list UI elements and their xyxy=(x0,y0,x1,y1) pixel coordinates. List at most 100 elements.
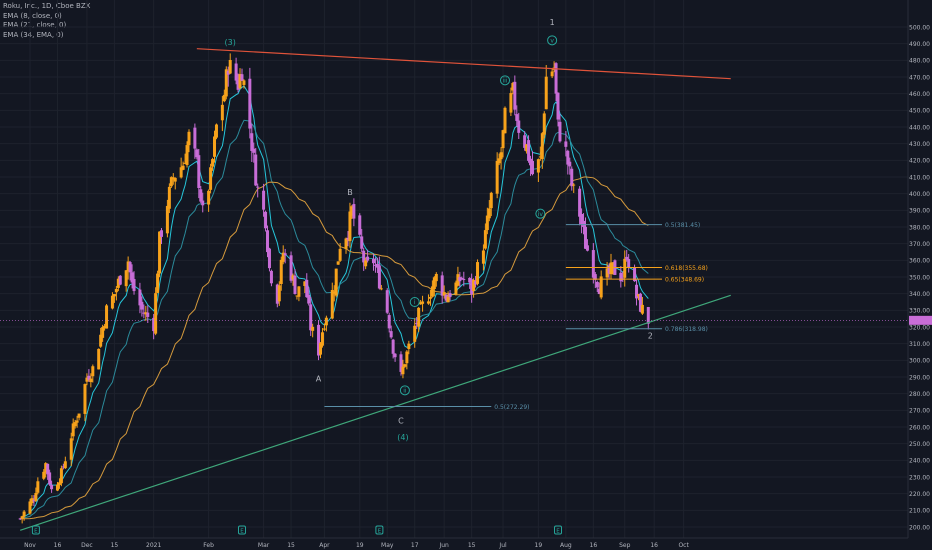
candle-body xyxy=(585,245,589,251)
price-tick: 250.00 xyxy=(909,441,930,448)
earnings-marker-label: E xyxy=(240,528,244,534)
time-tick: Feb xyxy=(203,542,214,549)
candle-body xyxy=(283,253,287,256)
candle-body xyxy=(116,278,120,288)
candle-body xyxy=(605,268,609,278)
price-tick: 300.00 xyxy=(909,358,930,365)
legend-title: Roku, Inc., 1D, Cboe BZX xyxy=(3,2,91,10)
candle-body xyxy=(83,384,87,414)
candle-body xyxy=(593,274,597,280)
candle-body xyxy=(85,377,89,382)
candle-body xyxy=(566,150,570,165)
fib-label: 0.786(318.98) xyxy=(665,326,708,333)
wave-label: 1 xyxy=(550,18,555,27)
candle-body xyxy=(142,312,146,314)
candle-body xyxy=(503,107,507,134)
legend-ema-21: EMA (21, close, 0) xyxy=(3,21,67,29)
candle-body xyxy=(550,71,554,77)
candle-body xyxy=(591,250,595,278)
candle-body xyxy=(55,484,59,491)
earnings-marker-label: E xyxy=(556,528,560,534)
candle-body xyxy=(128,262,132,273)
fib-label: 0.5(272.29) xyxy=(494,404,529,411)
candle-body xyxy=(99,334,103,347)
candle-body xyxy=(428,297,432,299)
candle-body xyxy=(358,215,362,235)
candle-body xyxy=(578,188,582,217)
price-tick: 310.00 xyxy=(909,341,930,348)
time-tick: 16 xyxy=(650,542,658,549)
candle-body xyxy=(336,261,340,265)
fib-label: 0.65(348.69) xyxy=(665,277,704,284)
candle-body xyxy=(558,121,562,142)
candle-body xyxy=(36,481,40,493)
wave-label: 2 xyxy=(648,331,653,340)
candle-body xyxy=(248,78,252,129)
candle-body xyxy=(69,438,73,460)
candle-body xyxy=(456,274,460,286)
price-tick: 410.00 xyxy=(909,174,930,181)
candle-body xyxy=(311,326,315,331)
candle-body xyxy=(181,165,185,170)
candle-body xyxy=(97,348,101,370)
candle-body xyxy=(623,258,627,278)
candle-body xyxy=(201,200,205,206)
candle-body xyxy=(542,113,546,135)
candle-body xyxy=(440,275,444,296)
candle-body xyxy=(454,282,458,295)
candle-body xyxy=(609,262,613,275)
candle-body xyxy=(372,258,375,264)
time-axis[interactable]: Nov 16 Dec 15 2021 Feb Mar 15 Apr 19 May 17 Jun 15 Jul… xyxy=(0,537,908,549)
candle-body xyxy=(256,186,260,188)
candle-body xyxy=(556,92,560,120)
candle-body xyxy=(462,278,466,280)
candle-body xyxy=(220,104,224,121)
candle-body xyxy=(458,277,462,282)
candle-body xyxy=(511,83,515,91)
time-tick: Nov xyxy=(24,542,36,549)
candle-body xyxy=(57,482,61,486)
candle-body xyxy=(269,270,273,284)
candle-body xyxy=(252,148,256,153)
wave-circle xyxy=(399,385,410,396)
price-tick: 390.00 xyxy=(909,208,930,215)
candle-body xyxy=(432,277,436,289)
time-tick: 19 xyxy=(356,542,364,549)
candle-body xyxy=(59,468,63,484)
trendlines xyxy=(19,48,731,531)
time-tick: Jun xyxy=(438,542,449,549)
trendline-support xyxy=(19,294,731,531)
fibonacci-levels: 0.5(381.45) 0.618(355.68) 0.65(348.69) 0.78… xyxy=(324,222,708,411)
candle-body xyxy=(607,265,611,274)
candle-body xyxy=(158,231,162,274)
price-tick: 500.00 xyxy=(909,24,930,31)
candle-body xyxy=(468,278,472,283)
candle-body xyxy=(375,263,379,268)
price-tick: 320.00 xyxy=(909,324,930,331)
candles xyxy=(18,53,650,524)
candle-body xyxy=(515,114,519,121)
candle-body xyxy=(330,289,334,319)
candle-body xyxy=(636,294,640,297)
price-axis[interactable]: 500.00 490.00 480.00 470.00 460.00 450.00 440.… xyxy=(0,0,932,538)
price-tick: 260.00 xyxy=(909,424,930,431)
candle-body xyxy=(530,160,534,175)
candle-body xyxy=(460,277,464,279)
candle-body xyxy=(307,294,311,304)
candle-body xyxy=(360,236,364,249)
candle-body xyxy=(48,472,52,485)
candle-body xyxy=(633,267,637,282)
candle-body xyxy=(303,281,307,287)
chart-legend: Roku, Inc., 1D, Cboe BZX EMA (8, close, … xyxy=(3,2,90,40)
candle-body xyxy=(444,294,448,301)
price-tick: 350.00 xyxy=(909,274,930,281)
candle-body xyxy=(152,317,156,332)
fib-label: 0.618(355.68) xyxy=(665,265,708,272)
candle-body xyxy=(267,248,271,269)
wave-label: ii xyxy=(403,388,407,395)
candle-body xyxy=(346,237,350,240)
wave-circle xyxy=(500,75,511,86)
candle-body xyxy=(472,279,476,292)
